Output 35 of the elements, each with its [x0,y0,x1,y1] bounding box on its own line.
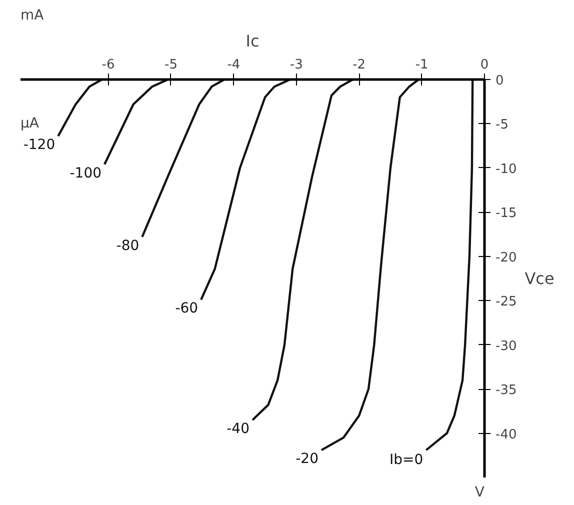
y-tick-label: -5 [496,118,508,133]
x-tick-label: -4 [227,58,240,72]
x-tick-label: -1 [415,58,428,72]
text: V [474,484,485,500]
x-tick-label: -5 [164,58,178,72]
y-tick-label: 0 [496,74,504,88]
series-label: -20 [296,451,318,468]
line-series [425,80,474,452]
annotation: µA [20,116,40,132]
y-tick-label: -10 [496,162,517,177]
y-tick-label: -40 [496,427,517,442]
series-label: -120 [23,137,56,154]
series-label: Ib=0 [390,452,424,468]
series-label: -80 [116,238,140,254]
x-tick-label: -2 [352,58,366,72]
line-series [103,80,169,166]
y-tick-label: -25 [496,294,517,310]
series-label: -60 [175,300,198,317]
y-tick-label: -20 [496,250,517,266]
x-tick-label: 0 [480,58,489,72]
x-tick-label: -3 [290,58,303,72]
line-series [251,80,354,422]
series-label: -40 [226,421,250,438]
line-series [57,80,104,138]
text: mA [20,8,44,24]
y-tick-label: -15 [496,206,517,222]
line-series [320,80,420,452]
y-tick-label: -30 [496,338,517,354]
y-tick-label: -35 [496,383,517,398]
x-tick-label: -6 [102,58,115,72]
x-axis-title: Ic [246,32,260,50]
line-series [141,80,226,238]
series-label: -100 [70,165,102,182]
line-series [200,80,292,301]
y-axis-title: Vce [524,269,554,288]
